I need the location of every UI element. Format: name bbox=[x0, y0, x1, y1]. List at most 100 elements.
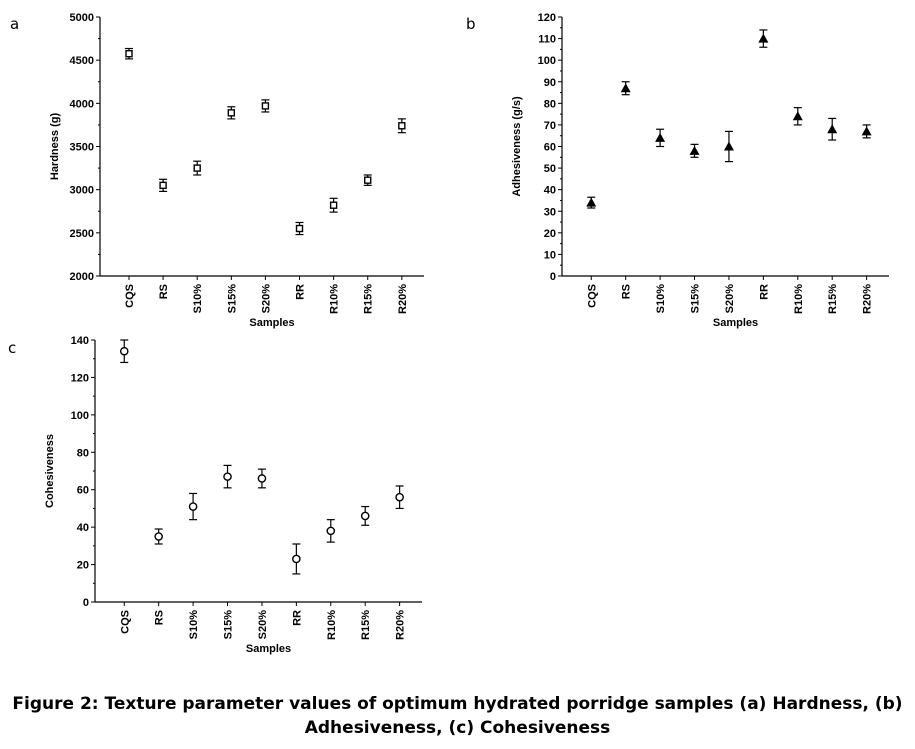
y-tick-label: 120 bbox=[71, 372, 89, 384]
y-tick-label: 0 bbox=[83, 597, 89, 609]
y-tick-label: 3000 bbox=[70, 185, 94, 197]
chart-panel-a: a 2000 2500 3000 3500 4000 4500 5000 CQS RS S10% S1… bbox=[10, 12, 424, 329]
x-tick-label: CQS bbox=[586, 284, 598, 308]
data-point-s10pct bbox=[188, 492, 198, 521]
y-tick-label: 50 bbox=[544, 163, 556, 175]
data-point-rr bbox=[758, 29, 769, 48]
x-axis-title: Samples bbox=[713, 317, 758, 329]
marker-square bbox=[227, 109, 236, 117]
marker-triangle bbox=[689, 145, 700, 155]
figure-caption: Figure 2: Texture parameter values of op… bbox=[0, 692, 915, 740]
marker-square bbox=[261, 102, 270, 110]
y-tick-label: 70 bbox=[544, 120, 556, 132]
panel-letter: b bbox=[466, 15, 476, 33]
marker-circle bbox=[154, 532, 163, 541]
x-axis-title: Samples bbox=[249, 317, 294, 329]
data-point-r10pct bbox=[326, 519, 336, 543]
y-axis-title: Cohesiveness bbox=[44, 434, 56, 508]
panel-letter: a bbox=[10, 15, 19, 33]
data-point-s10pct bbox=[193, 160, 202, 176]
x-tick-label: RR bbox=[295, 284, 307, 300]
data-point-rs bbox=[159, 178, 168, 192]
marker-triangle bbox=[861, 126, 872, 136]
y-tick-label: 30 bbox=[544, 206, 556, 218]
y-tick-label: 20 bbox=[77, 560, 89, 572]
chart-panel-c: c 0 20 40 60 80 100 120 140 CQS RS S10% S15% S20% RR R1… bbox=[8, 335, 422, 655]
marker-circle bbox=[257, 474, 267, 483]
x-tick-label: R15% bbox=[360, 610, 372, 640]
y-tick-label: 2500 bbox=[70, 228, 94, 240]
data-point-cqs bbox=[124, 47, 133, 60]
marker-square bbox=[125, 49, 133, 58]
y-tick-label: 2000 bbox=[70, 271, 94, 283]
marker-triangle bbox=[586, 197, 597, 207]
y-tick-label: 4500 bbox=[70, 55, 94, 67]
x-tick-label: S10% bbox=[188, 610, 200, 640]
data-point-r15pct bbox=[363, 174, 372, 186]
y-tick-label: 40 bbox=[544, 185, 556, 197]
y-tick-label: 3500 bbox=[70, 142, 94, 154]
y-tick-label: 120 bbox=[538, 12, 556, 24]
x-tick-label: S15% bbox=[226, 284, 238, 314]
x-tick-label: RS bbox=[154, 610, 166, 625]
y-tick-label: 0 bbox=[550, 271, 556, 283]
x-tick-label: R10% bbox=[326, 610, 338, 640]
data-point-s10pct bbox=[655, 128, 666, 148]
data-point-r20pct bbox=[397, 118, 406, 134]
marker-triangle bbox=[620, 83, 631, 93]
y-tick-label: 20 bbox=[544, 228, 556, 240]
data-point-s15pct bbox=[227, 106, 236, 120]
x-tick-label: R20% bbox=[395, 610, 407, 640]
x-tick-label: RS bbox=[158, 284, 170, 299]
y-tick-label: 60 bbox=[544, 142, 556, 154]
x-tick-label: S20% bbox=[257, 610, 269, 640]
data-point-r10pct bbox=[792, 107, 803, 126]
x-tick-label: CQS bbox=[119, 610, 131, 634]
x-axis-title: Samples bbox=[246, 643, 291, 655]
marker-triangle bbox=[758, 33, 769, 43]
data-point-s15pct bbox=[223, 464, 232, 489]
data-point-s20pct bbox=[723, 130, 734, 163]
data-point-cqs bbox=[119, 339, 129, 364]
x-tick-label: R15% bbox=[363, 284, 375, 314]
marker-circle bbox=[292, 554, 301, 564]
data-point-r15pct bbox=[827, 117, 838, 141]
marker-circle bbox=[395, 492, 404, 502]
marker-triangle bbox=[792, 111, 803, 121]
panel-letter: c bbox=[8, 339, 16, 357]
y-tick-label: 100 bbox=[71, 410, 89, 422]
x-tick-label: RR bbox=[758, 284, 770, 300]
data-point-r20pct bbox=[861, 124, 872, 139]
marker-circle bbox=[326, 526, 336, 536]
data-point-r10pct bbox=[329, 197, 338, 213]
marker-circle bbox=[223, 472, 232, 481]
marker-square bbox=[159, 181, 167, 190]
x-tick-label: RR bbox=[291, 610, 303, 626]
x-tick-label: R20% bbox=[397, 284, 409, 314]
caption-line-2: Adhesiveness, (c) Cohesiveness bbox=[304, 718, 611, 738]
marker-square bbox=[193, 164, 201, 172]
data-point-rr bbox=[292, 543, 301, 575]
data-point-rr bbox=[295, 221, 304, 236]
y-tick-label: 40 bbox=[77, 522, 89, 534]
y-tick-label: 140 bbox=[71, 335, 89, 347]
data-point-rs bbox=[154, 528, 163, 545]
marker-square bbox=[295, 224, 304, 233]
data-point-r15pct bbox=[360, 505, 370, 526]
marker-circle bbox=[360, 511, 370, 521]
caption-line-1: Figure 2: Texture parameter values of op… bbox=[12, 694, 903, 714]
x-tick-label: R10% bbox=[793, 284, 805, 314]
data-point-s20pct bbox=[257, 468, 267, 489]
data-point-rs bbox=[620, 81, 631, 96]
x-tick-label: S15% bbox=[690, 284, 702, 314]
y-tick-label: 5000 bbox=[70, 12, 94, 24]
marker-triangle bbox=[723, 141, 734, 151]
y-tick-label: 110 bbox=[538, 34, 556, 46]
y-tick-label: 4000 bbox=[70, 98, 94, 110]
marker-square bbox=[398, 122, 406, 130]
marker-circle bbox=[119, 346, 129, 356]
y-tick-label: 100 bbox=[538, 55, 556, 67]
marker-triangle bbox=[827, 124, 838, 134]
y-tick-label: 80 bbox=[77, 447, 89, 459]
